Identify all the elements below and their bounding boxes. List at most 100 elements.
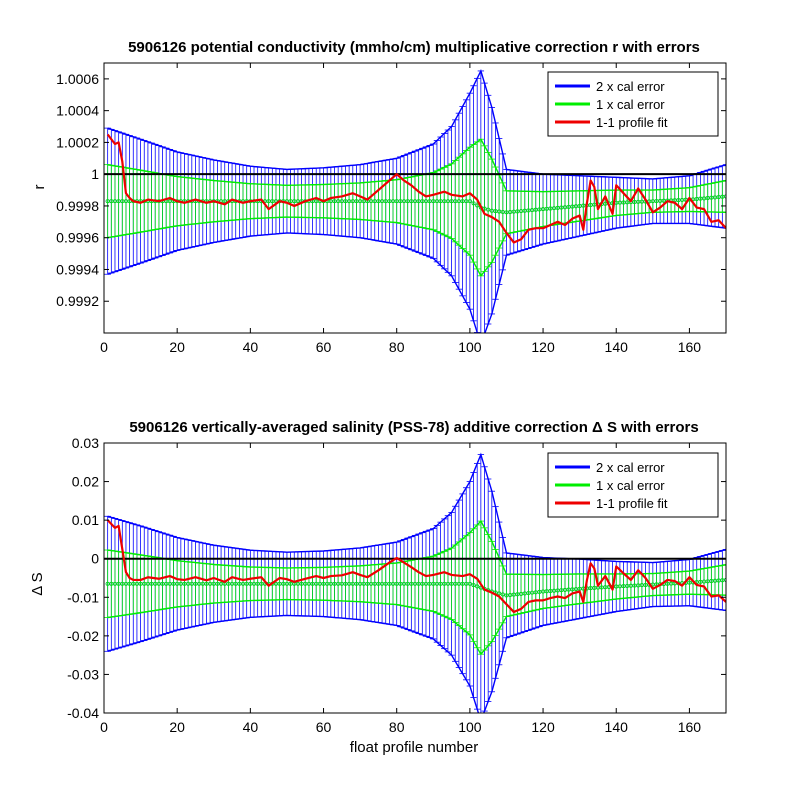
y-axis-label: Δ S: [29, 572, 46, 595]
data-point: [599, 585, 604, 590]
data-point: [332, 581, 337, 586]
data-point: [178, 581, 183, 586]
data-point: [658, 198, 663, 203]
data-point: [680, 197, 685, 202]
y-tick-label: 0.01: [72, 512, 99, 528]
data-point: [522, 591, 527, 596]
x-tick-label: 0: [100, 719, 108, 735]
ticks: 0 20 40 60 80 100 120 140 160 0.9992 0.9994 0.9996 0…: [56, 63, 726, 355]
x-tick-label: 100: [458, 339, 482, 355]
data-point: [295, 199, 300, 204]
data-point: [720, 578, 725, 583]
error-envelope-lower: [107, 605, 726, 713]
data-point: [497, 209, 502, 214]
y-tick-label: -0.01: [67, 589, 99, 605]
data-point: [639, 583, 644, 588]
data-point: [724, 194, 726, 199]
data-point: [387, 581, 392, 586]
data-point: [339, 581, 344, 586]
data-point: [592, 585, 597, 590]
data-point: [533, 207, 538, 212]
data-point: [105, 199, 110, 204]
data-point: [420, 199, 425, 204]
data-point: [628, 583, 633, 588]
data-point: [391, 199, 395, 204]
data-point: [650, 199, 655, 204]
x-tick-label: 80: [389, 339, 405, 355]
data-point: [526, 591, 531, 595]
data-point: [350, 581, 355, 586]
data-point: [676, 198, 681, 203]
data-point: [427, 199, 432, 204]
data-point: [200, 581, 205, 586]
y-tick-label: 1: [91, 166, 99, 182]
data-point: [445, 199, 450, 204]
data-point: [380, 581, 385, 586]
data-point: [442, 581, 447, 586]
data-point: [153, 581, 158, 586]
data-point: [453, 581, 458, 586]
data-point: [266, 199, 271, 204]
data-point: [109, 581, 114, 586]
x-axis-label: float profile number: [350, 739, 478, 756]
data-point: [149, 581, 154, 586]
chart-title: 5906126 potential conductivity (mmho/cm)…: [128, 39, 700, 56]
data-point: [559, 588, 564, 593]
data-point: [369, 581, 374, 586]
y-tick-label: 0.9994: [56, 261, 99, 277]
data-point: [526, 208, 531, 213]
data-point: [709, 579, 714, 583]
data-point: [402, 199, 406, 204]
data-point: [270, 199, 275, 204]
data-point: [226, 581, 231, 586]
data-point: [248, 581, 253, 586]
data-point: [563, 205, 567, 210]
y-tick-label: 0.02: [72, 474, 99, 490]
data-point: [453, 199, 458, 204]
data-point: [288, 199, 293, 204]
x-tick-label: 60: [316, 339, 332, 355]
data-point: [113, 199, 117, 204]
data-point: [259, 581, 264, 586]
data-point: [511, 592, 516, 597]
y-tick-label: 1.0004: [56, 103, 99, 119]
data-point: [402, 581, 406, 586]
data-point: [328, 199, 333, 204]
data-point: [460, 581, 465, 586]
y-tick-label: 0.03: [72, 435, 99, 451]
data-point: [449, 581, 454, 586]
data-point: [116, 199, 121, 204]
data-point: [625, 200, 630, 205]
data-point: [409, 199, 414, 204]
data-point: [138, 581, 143, 586]
data-point: [416, 199, 421, 204]
data-point: [471, 201, 476, 206]
axes-box: [103, 442, 727, 714]
data-point: [603, 201, 608, 206]
x-tick-label: 20: [169, 719, 185, 735]
data-point: [197, 581, 202, 586]
data-point: [405, 199, 410, 204]
data-point: [713, 578, 717, 583]
legend: 2 x cal error 1 x cal error 1-1 profile …: [547, 452, 719, 518]
data-point: [705, 196, 710, 200]
y-tick-label: 1.0002: [56, 134, 99, 150]
data-point: [380, 199, 385, 204]
x-tick-label: 40: [243, 339, 259, 355]
x-tick-label: 160: [678, 719, 702, 735]
data-point: [661, 198, 666, 203]
data-point: [124, 199, 128, 204]
data-point: [292, 199, 297, 204]
data-point: [475, 584, 480, 589]
series-profile-fit-line: [106, 519, 726, 614]
data-point: [614, 584, 619, 589]
y-tick-label: -0.02: [67, 628, 99, 644]
data-point: [435, 581, 439, 586]
data-point: [636, 199, 641, 204]
data-point: [460, 199, 465, 204]
data-point: [548, 589, 553, 593]
data-point: [424, 581, 428, 586]
data-point: [299, 581, 304, 586]
data-point: [716, 195, 721, 199]
